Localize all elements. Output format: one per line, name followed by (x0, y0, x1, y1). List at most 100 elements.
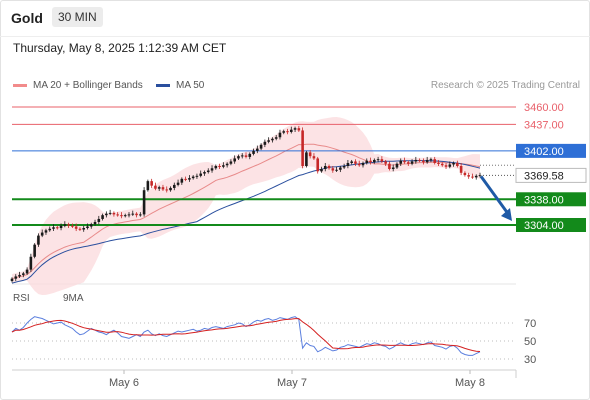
candle-body (225, 163, 229, 166)
candle-body (444, 165, 448, 167)
candle-body (25, 269, 29, 274)
candle-body (203, 172, 206, 174)
legend-rsi: RSI (13, 293, 30, 304)
candle-body (395, 163, 399, 168)
candle-body (361, 162, 365, 166)
candle-body (233, 158, 236, 162)
candle-body (452, 162, 455, 165)
candle-body (410, 161, 414, 164)
candle-body (301, 130, 304, 166)
candle-body (150, 181, 153, 186)
candle-body (308, 152, 312, 157)
candle-body (263, 141, 267, 145)
candle-body (365, 160, 369, 163)
candle-body (346, 162, 350, 166)
candle-body (312, 156, 316, 159)
time-axis-label: May 7 (277, 377, 307, 389)
candle-body (331, 168, 335, 171)
last-price-tag (515, 167, 587, 183)
candle-body (157, 187, 161, 189)
candle-body (297, 128, 301, 131)
candle-body (169, 187, 172, 191)
candle-body (105, 213, 108, 216)
level-label-resistance: 3437.00 (524, 119, 564, 131)
rsi-ma-label: 9MA (63, 293, 84, 304)
level-label-pivot: 3402.00 (524, 146, 564, 158)
candle-body (188, 178, 191, 180)
candle-body (55, 227, 59, 229)
bollinger-band-area (12, 117, 480, 295)
candle-body (293, 128, 297, 130)
candle-body (191, 176, 195, 179)
candle-body (172, 184, 176, 188)
candle-body (29, 256, 33, 270)
candle-body (142, 190, 146, 215)
candle-body (165, 189, 169, 191)
candle-body (59, 225, 63, 229)
candle-body (131, 213, 135, 215)
candle-body (259, 144, 263, 149)
candle-body (274, 137, 278, 139)
candle-body (240, 155, 244, 157)
time-axis-label: May 8 (455, 377, 485, 389)
candle-body (101, 215, 104, 219)
level-label-support: 3338.00 (524, 194, 564, 206)
candle-body (335, 169, 338, 171)
legend-ma20: MA 20 + Bollinger Bands (13, 80, 143, 91)
candle-body (214, 166, 218, 169)
candle-body (467, 175, 470, 177)
candle-body (89, 224, 93, 227)
candle-body (316, 158, 320, 172)
candle-body (135, 213, 138, 216)
candle-body (176, 182, 180, 185)
rsi-ma-line (11, 318, 481, 352)
candle-body (71, 225, 74, 227)
candle-body (161, 187, 165, 190)
candle-body (86, 226, 89, 229)
candle-body (474, 175, 478, 178)
timeframe-badge[interactable]: 30 MIN (52, 7, 103, 27)
candle-body (414, 159, 418, 162)
candle-body (373, 159, 376, 163)
candle-body (74, 226, 78, 229)
candle-body (244, 155, 248, 157)
level-tag-support (516, 192, 586, 207)
candle-body (18, 274, 21, 277)
candle-body (391, 167, 395, 170)
candle-body (305, 152, 308, 166)
candle-body (63, 224, 67, 226)
candle-body (52, 227, 55, 229)
ma50-swatch (156, 84, 170, 87)
candle-body (342, 166, 346, 168)
candle-body (437, 162, 440, 164)
candle-body (448, 164, 452, 167)
candle-body (323, 166, 327, 170)
candle-body (403, 160, 406, 163)
candle-body (139, 214, 142, 216)
rsi-tick-label: 30 (524, 354, 536, 366)
candle-body (278, 132, 282, 138)
candle-body (116, 214, 119, 216)
rsi-tick-label: 50 (524, 336, 536, 348)
instrument-title: Gold (11, 10, 43, 26)
candle-body (252, 150, 255, 154)
candle-body (289, 129, 293, 132)
forecast-arrow-head (501, 208, 512, 221)
candle-body (422, 160, 425, 163)
candle-body (376, 159, 380, 161)
candles-group (10, 125, 482, 283)
candle-body (229, 161, 233, 164)
candle-body (37, 235, 40, 245)
candle-body (406, 162, 410, 164)
credit-text: Research © 2025 Trading Central (430, 80, 580, 91)
ma20-label: MA 20 + Bollinger Bands (33, 80, 143, 91)
candle-body (354, 161, 357, 164)
candle-body (10, 278, 14, 281)
candle-body (459, 166, 463, 173)
candle-body (40, 232, 44, 236)
candle-body (256, 148, 259, 151)
candle-body (206, 170, 210, 173)
datetime-text: Thursday, May 8, 2025 1:12:39 AM CET (13, 41, 227, 55)
candle-body (184, 178, 187, 180)
level-tag-pivot (516, 143, 586, 158)
